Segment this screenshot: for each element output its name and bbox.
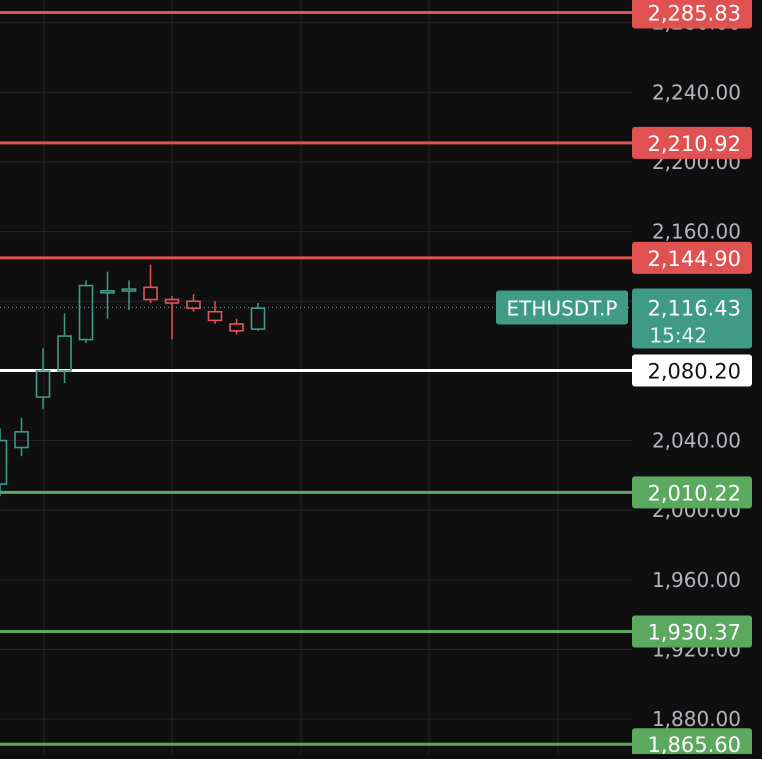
candle-body [0,439,8,485]
y-tick-label: 2,240.00 [652,80,741,104]
level-price-tag [632,476,752,509]
last-price-marker: ETHUSDT.P 2,116.43 15:42 [0,288,752,349]
candle[interactable] [78,280,94,344]
y-tick-label: 2,160.00 [652,220,741,244]
candle[interactable] [186,294,201,312]
y-tick-label: 1,960.00 [652,568,741,592]
last-price-label: 2,116.43 [647,296,741,320]
candle-body [143,286,158,301]
candle-body [100,290,115,294]
level-price-label: 2,010.22 [647,481,741,505]
level-price-label: 2,144.90 [647,247,741,271]
level-price-label: 2,080.20 [647,360,741,384]
symbol-label: ETHUSDT.P [507,296,618,320]
level-price-label: 1,865.60 [647,733,741,754]
candle-body [57,335,72,372]
candle-body [250,307,266,330]
candle[interactable] [100,271,115,319]
level-price-label: 2,210.92 [647,132,741,156]
level-price-label: 2,285.83 [647,1,741,25]
candle-body [207,310,223,322]
candle-body [78,284,94,341]
candle-body [186,300,201,310]
candle[interactable] [229,318,244,335]
y-tick-label: 1,880.00 [652,707,741,731]
candle[interactable] [0,428,8,497]
candle[interactable] [121,280,137,310]
level-price-tag [632,354,752,387]
candle-series[interactable] [0,264,266,497]
candle[interactable] [164,296,180,340]
candle[interactable] [143,264,158,303]
y-tick-label: 2,040.00 [652,429,741,453]
candle[interactable] [250,302,266,331]
last-price-label-background [632,288,752,349]
candle-body [164,298,180,304]
candle-body [35,370,51,398]
candle-body [14,431,29,449]
candle[interactable] [207,301,223,324]
level-price-label: 1,930.37 [647,620,741,644]
level-price-tag [632,615,752,648]
level-price-tag [632,0,752,29]
candle-body [121,288,137,292]
candle-body [229,323,244,332]
bar-countdown-label: 15:42 [649,323,707,347]
candle[interactable] [57,313,72,384]
symbol-label-background [496,290,628,325]
level-price-tag [632,728,752,759]
candle[interactable] [14,417,29,457]
candle[interactable] [35,348,51,410]
level-price-tag [632,126,752,159]
level-price-tag [632,241,752,274]
